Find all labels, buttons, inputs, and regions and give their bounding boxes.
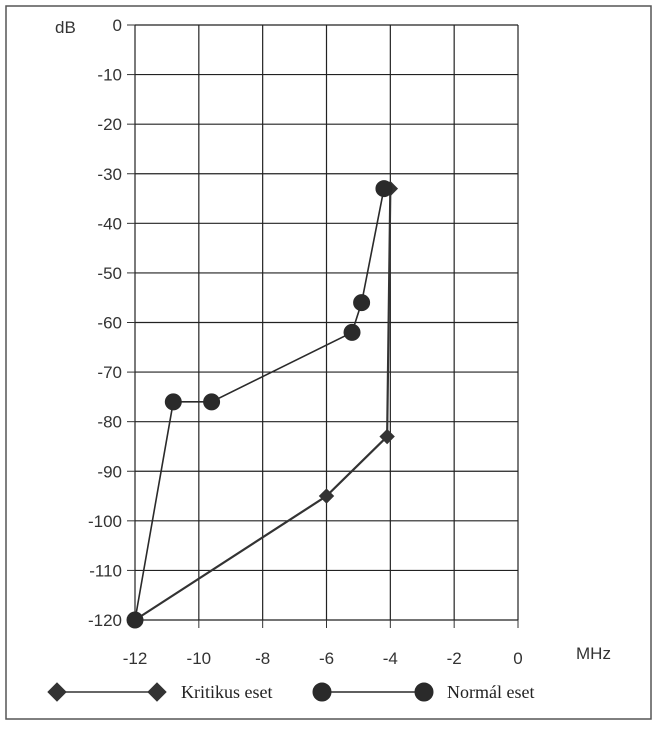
legend-marker-normal: [414, 682, 434, 702]
grid-layer: [134, 24, 519, 621]
y-tick-label: -90: [97, 462, 122, 481]
series-line-normal: [134, 188, 385, 621]
data-point-normal: [164, 393, 182, 411]
axis-layer: 0-10-20-30-40-50-60-70-80-90-100-110-120…: [55, 16, 611, 668]
legend-label-normal: Normál eset: [447, 682, 534, 702]
y-tick-label: 0: [113, 16, 122, 35]
data-point-normal: [375, 180, 393, 198]
y-tick-label: -50: [97, 264, 122, 283]
y-tick-label: -80: [97, 413, 122, 432]
x-tick-label: -6: [319, 649, 334, 668]
x-tick-label: -2: [447, 649, 462, 668]
x-tick-label: -8: [255, 649, 270, 668]
data-point-normal: [353, 294, 371, 312]
y-tick-label: -20: [97, 115, 122, 134]
x-axis-label: MHz: [576, 644, 611, 663]
data-point-kritikus: [379, 428, 395, 445]
data-point-normal: [203, 393, 221, 411]
series-line-kritikus: [134, 188, 392, 621]
legend-layer: Kritikus eset Normál eset: [47, 682, 534, 702]
series-layer: [126, 180, 399, 629]
legend-label-kritikus: Kritikus eset: [181, 682, 273, 702]
y-tick-label: -100: [88, 512, 122, 531]
y-tick-label: -70: [97, 363, 122, 382]
x-tick-label: -10: [187, 649, 212, 668]
data-point-kritikus: [318, 488, 335, 504]
x-tick-label: -12: [123, 649, 148, 668]
x-tick-label: 0: [513, 649, 522, 668]
y-axis-label: dB: [55, 18, 76, 37]
x-tick-label: -4: [383, 649, 398, 668]
data-point-normal: [126, 611, 144, 629]
legend-marker-kritikus: [147, 682, 167, 702]
y-tick-label: -120: [88, 611, 122, 630]
y-tick-label: -60: [97, 314, 122, 333]
y-tick-label: -40: [97, 214, 122, 233]
legend-marker-normal: [312, 682, 332, 702]
y-tick-label: -10: [97, 66, 122, 85]
y-tick-label: -110: [89, 561, 122, 580]
data-point-normal: [343, 323, 361, 341]
legend-marker-kritikus: [47, 682, 67, 702]
y-tick-label: -30: [97, 165, 122, 184]
